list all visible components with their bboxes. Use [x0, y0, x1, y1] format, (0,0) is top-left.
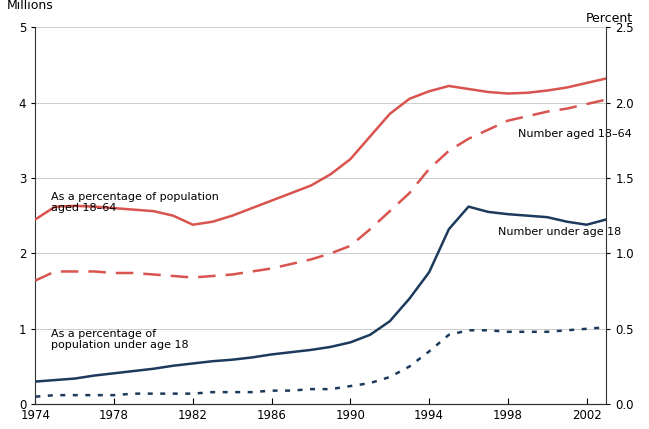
- Y-axis label: Millions: Millions: [6, 0, 53, 12]
- Text: Number aged 18–64: Number aged 18–64: [518, 129, 631, 139]
- Text: As a percentage of
population under age 18: As a percentage of population under age …: [51, 329, 189, 350]
- Text: As a percentage of population
aged 18–64: As a percentage of population aged 18–64: [51, 191, 219, 213]
- Y-axis label: Percent: Percent: [585, 12, 633, 25]
- Text: Number under age 18: Number under age 18: [498, 227, 621, 237]
